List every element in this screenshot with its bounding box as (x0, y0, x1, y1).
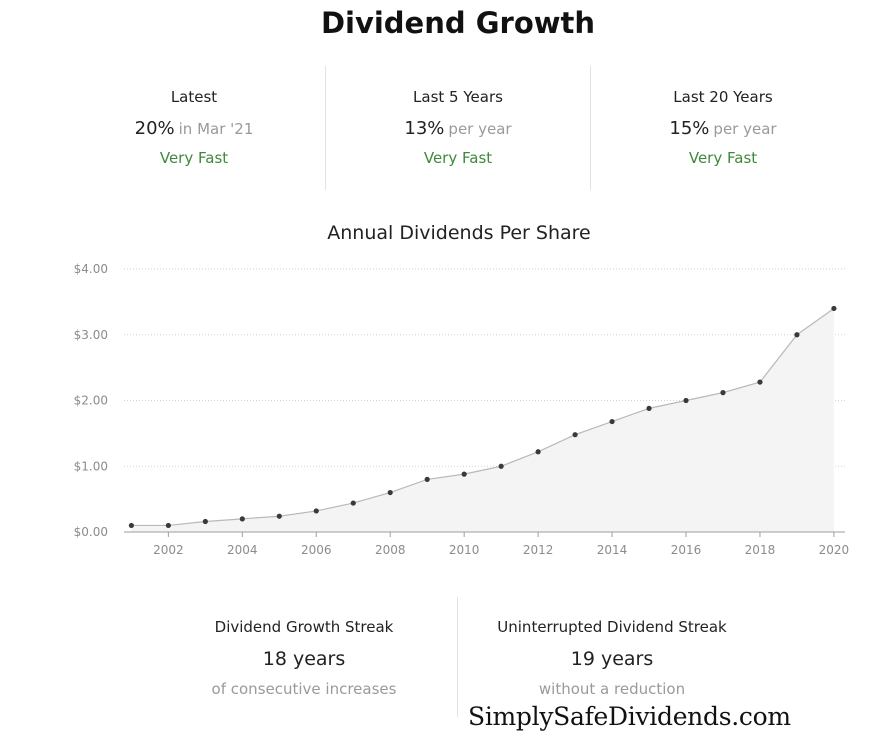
chart-axes: $0.00 $1.00 $2.00 $3.00 $4.00 2002 2004 2006 200… (74, 262, 850, 557)
data-point (609, 418, 615, 425)
x-tick-label: 2002 (153, 543, 184, 557)
stat-suffix: in Mar '21 (178, 120, 254, 138)
x-tick-label: 2016 (671, 543, 702, 557)
stat-value: 13% per year (326, 118, 590, 139)
y-tick-label: $3.00 (74, 328, 108, 342)
stat-number: 15% (669, 118, 710, 139)
data-point (757, 379, 763, 385)
series-line (131, 307, 835, 527)
stat-last-5-years: Last 5 Years 13% per year Very Fast (326, 88, 590, 167)
chart-points (128, 305, 837, 529)
watermark: SimplySafeDividends.com (468, 702, 791, 731)
data-point (313, 508, 319, 514)
stat-value: 20% in Mar '21 (62, 118, 326, 139)
data-point (831, 305, 837, 312)
x-tick-label: 2020 (819, 543, 850, 557)
stat-rating: Very Fast (688, 149, 758, 167)
x-tick-label: 2010 (449, 543, 480, 557)
streak-value: 19 years (570, 648, 654, 670)
streak-sub: without a reduction (538, 680, 686, 698)
x-tick-label: 2004 (227, 543, 258, 557)
streak-divider (457, 597, 458, 717)
streak-growth: Dividend Growth Streak 18 years of conse… (154, 618, 454, 698)
data-point (128, 522, 134, 529)
data-point (794, 332, 800, 338)
page-title: Dividend Growth (320, 6, 596, 40)
x-tick-label: 2008 (375, 543, 406, 557)
data-point (646, 405, 652, 411)
stat-label: Last 5 Years (413, 88, 503, 106)
stat-number: 20% (134, 118, 175, 139)
data-point (165, 522, 171, 529)
streak-label: Dividend Growth Streak (214, 618, 394, 636)
streak-uninterrupted: Uninterrupted Dividend Streak 19 years w… (462, 618, 762, 698)
stat-rating: Very Fast (159, 149, 229, 167)
x-tick-label: 2014 (597, 543, 628, 557)
stat-suffix: per year (713, 120, 777, 138)
stat-label: Last 20 Years (673, 88, 773, 106)
y-tick-label: $4.00 (74, 262, 108, 276)
y-tick-label: $2.00 (74, 394, 108, 408)
y-tick-label: $1.00 (74, 459, 108, 473)
stat-divider (590, 66, 591, 190)
stat-label: Latest (170, 88, 218, 106)
stat-number: 13% (404, 118, 445, 139)
data-point (720, 390, 726, 396)
area-fill (131, 308, 834, 532)
stat-last-20-years: Last 20 Years 15% per year Very Fast (591, 88, 855, 167)
y-tick-label: $0.00 (74, 525, 108, 539)
x-tick-label: 2018 (745, 543, 776, 557)
chart-area (131, 307, 835, 532)
data-point (350, 500, 356, 506)
data-point (461, 471, 467, 477)
data-point (239, 516, 245, 522)
data-point (535, 449, 541, 455)
data-point (498, 463, 504, 469)
data-point (572, 432, 578, 438)
stat-suffix: per year (448, 120, 512, 138)
streak-sub: of consecutive increases (211, 680, 397, 698)
streak-label: Uninterrupted Dividend Streak (497, 618, 727, 636)
stat-latest: Latest 20% in Mar '21 Very Fast (62, 88, 326, 167)
stat-rating: Very Fast (423, 149, 493, 167)
data-point (683, 397, 689, 404)
x-tick-label: 2012 (523, 543, 554, 557)
stat-value: 15% per year (591, 118, 855, 139)
chart-title: Annual Dividends Per Share (327, 222, 591, 244)
dividend-chart: $0.00 $1.00 $2.00 $3.00 $4.00 2002 2004 2006 200… (74, 262, 850, 557)
data-point (424, 476, 430, 482)
streak-value: 18 years (262, 648, 346, 670)
x-tick-label: 2006 (301, 543, 332, 557)
data-point (276, 513, 282, 519)
data-point (387, 489, 393, 496)
stat-divider (325, 66, 326, 190)
data-point (202, 518, 208, 525)
